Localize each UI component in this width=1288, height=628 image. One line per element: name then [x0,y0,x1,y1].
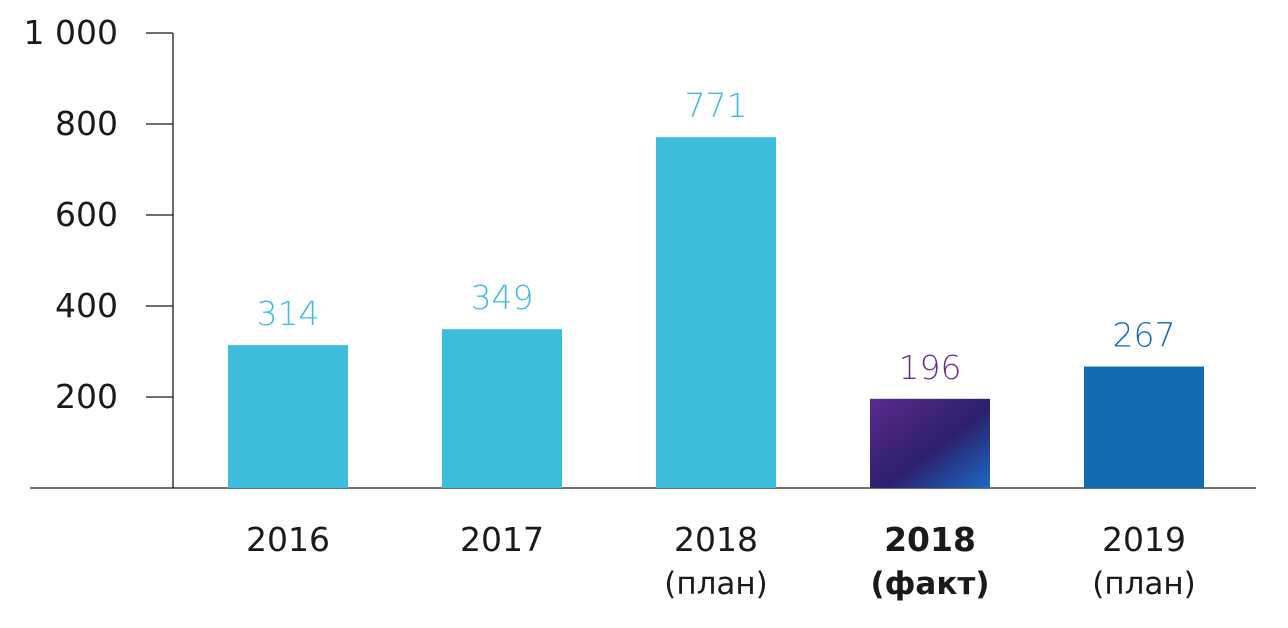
x-tick-label: 2018 [674,520,758,559]
x-tick-label: 2016 [246,520,330,559]
value-label: 314 [257,294,320,333]
bar [442,329,562,488]
x-tick-label: 2018 [884,520,976,559]
bar [1084,366,1204,488]
y-tick-label: 400 [55,286,118,325]
x-tick-label: 2017 [460,520,544,559]
x-tick-sublabel: (факт) [870,566,989,602]
x-tick-sublabel: (план) [664,566,768,602]
y-tick-label: 800 [55,104,118,143]
bar [656,137,776,488]
value-label: 196 [899,348,962,387]
value-label: 267 [1113,316,1176,355]
x-tick-sublabel: (план) [1092,566,1196,602]
y-tick-label: 200 [55,377,118,416]
y-tick-label: 1 000 [24,13,118,52]
value-label: 349 [471,278,534,317]
y-tick-label: 600 [55,195,118,234]
x-tick-label: 2019 [1102,520,1186,559]
bar [228,345,348,488]
bar [870,398,990,488]
value-label: 771 [685,86,748,125]
